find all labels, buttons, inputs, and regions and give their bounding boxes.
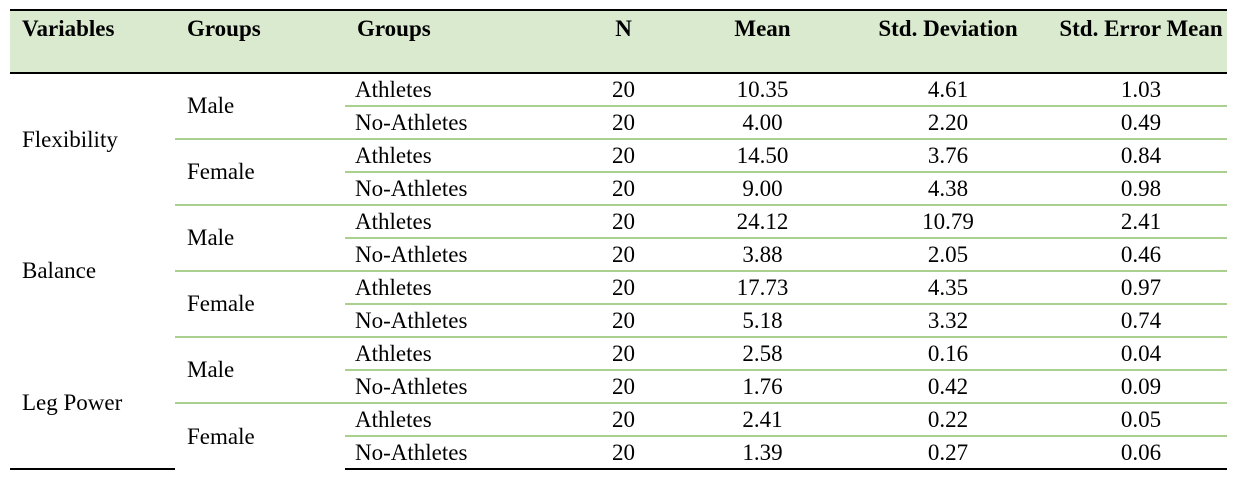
std-deviation-cell: 0.22 <box>841 403 1055 437</box>
athlete-group-cell: Athletes <box>345 73 563 107</box>
mean-cell: 2.58 <box>684 337 841 371</box>
std-deviation-cell: 10.79 <box>841 205 1055 239</box>
n-cell: 20 <box>563 172 684 206</box>
athlete-group-cell: Athletes <box>345 271 563 305</box>
mean-cell: 17.73 <box>684 271 841 305</box>
variable-cell: Leg Power <box>10 337 175 470</box>
athlete-group-cell: Athletes <box>345 205 563 239</box>
sex-group-cell: Female <box>175 271 345 338</box>
variable-cell: Balance <box>22 258 97 283</box>
mean-cell: 24.12 <box>684 205 841 239</box>
header-std-deviation: Std. Deviation <box>841 9 1055 74</box>
std-deviation-cell: 4.61 <box>841 73 1055 107</box>
mean-cell: 3.88 <box>684 238 841 272</box>
sex-group-cell: Male <box>175 337 345 404</box>
athlete-group-cell: No-Athletes <box>345 106 563 140</box>
std-error-mean-cell: 0.09 <box>1055 370 1227 404</box>
std-error-mean-cell: 0.84 <box>1055 139 1227 173</box>
table-row: Female Athletes 20 17.73 4.35 0.97 <box>10 271 1227 338</box>
std-deviation-cell: 2.20 <box>841 106 1055 140</box>
mean-cell: 2.41 <box>684 403 841 437</box>
athlete-group-cell: No-Athletes <box>345 436 563 470</box>
variable-cell: Flexibility <box>22 126 118 152</box>
table-row: No-Athletes 20 1.39 0.27 0.06 <box>10 436 1227 470</box>
header-variables: Variables <box>10 9 175 74</box>
athlete-group-cell: Athletes <box>345 139 563 173</box>
n-cell: 20 <box>563 271 684 305</box>
mean-cell: 9.00 <box>684 172 841 206</box>
mean-cell: 10.35 <box>684 73 841 107</box>
athlete-group-cell: No-Athletes <box>345 238 563 272</box>
header-n: N <box>563 9 684 74</box>
std-error-mean-cell: 0.05 <box>1055 403 1227 437</box>
std-deviation-cell: 4.35 <box>841 271 1055 305</box>
mean-cell: 14.50 <box>684 139 841 173</box>
n-cell: 20 <box>563 337 684 371</box>
table-row: No-Athletes 20 1.76 0.42 0.09 <box>10 370 1227 404</box>
std-error-mean-cell: 0.06 <box>1055 436 1227 470</box>
athlete-group-cell: No-Athletes <box>345 172 563 206</box>
table-body: Flexibility Male Athletes 20 10.35 4.61 1.03 No… <box>10 73 1227 470</box>
table-row: Flexibility Male Athletes 20 10.35 4.61 1.03 <box>10 73 1227 152</box>
mean-cell: 4.00 <box>684 106 841 140</box>
n-cell: 20 <box>563 139 684 173</box>
sex-group-cell: Female <box>187 423 255 449</box>
std-error-mean-cell: 0.74 <box>1055 304 1227 338</box>
std-error-mean-cell: 0.98 <box>1055 172 1227 206</box>
table-row: Female Athletes 20 2.41 0.22 0.05 <box>10 403 1227 449</box>
table-row: No-Athletes 20 5.18 3.32 0.74 <box>10 304 1227 338</box>
std-deviation-cell: 0.16 <box>841 337 1055 371</box>
athlete-group-cell: No-Athletes <box>345 370 563 404</box>
std-error-mean-cell: 0.97 <box>1055 271 1227 305</box>
std-error-mean-cell: 0.46 <box>1055 238 1227 272</box>
sex-group-cell: Female <box>175 139 345 206</box>
std-deviation-cell: 2.05 <box>841 238 1055 272</box>
header-groups-athlete: Groups <box>345 9 563 74</box>
n-cell: 20 <box>563 238 684 272</box>
table-row: No-Athletes 20 3.88 2.05 0.46 <box>10 238 1227 272</box>
athlete-group-cell: No-Athletes <box>345 304 563 338</box>
n-cell: 20 <box>563 304 684 338</box>
std-deviation-cell: 0.27 <box>841 436 1055 470</box>
std-error-mean-cell: 0.04 <box>1055 337 1227 371</box>
header-row: Variables Groups Groups N Mean Std. Devi… <box>10 9 1227 74</box>
std-error-mean-cell: 1.03 <box>1055 73 1227 107</box>
std-deviation-cell: 0.42 <box>841 370 1055 404</box>
table-row: Leg Power Male Athletes 20 2.58 0.16 0.04 <box>10 337 1227 470</box>
n-cell: 20 <box>563 106 684 140</box>
descriptive-statistics-table: Variables Groups Groups N Mean Std. Devi… <box>10 9 1227 470</box>
n-cell: 20 <box>563 73 684 107</box>
athlete-group-cell: Athletes <box>345 403 563 437</box>
n-cell: 20 <box>563 370 684 404</box>
sex-group-cell: Male <box>175 73 345 140</box>
std-deviation-cell: 3.32 <box>841 304 1055 338</box>
header-groups-sex: Groups <box>175 9 345 74</box>
mean-cell: 5.18 <box>684 304 841 338</box>
header-std-error-mean: Std. Error Mean <box>1055 9 1227 74</box>
n-cell: 20 <box>563 436 684 470</box>
table-row: No-Athletes 20 9.00 4.38 0.98 <box>10 172 1227 206</box>
std-deviation-cell: 3.76 <box>841 139 1055 173</box>
table-row: No-Athletes 20 4.00 2.20 0.49 <box>10 106 1227 140</box>
mean-cell: 1.39 <box>684 436 841 470</box>
n-cell: 20 <box>563 205 684 239</box>
athlete-group-cell: Athletes <box>345 337 563 371</box>
mean-cell: 1.76 <box>684 370 841 404</box>
n-cell: 20 <box>563 403 684 437</box>
header-mean: Mean <box>684 9 841 74</box>
std-error-mean-cell: 2.41 <box>1055 205 1227 239</box>
sex-group-cell: Male <box>175 205 345 272</box>
std-deviation-cell: 4.38 <box>841 172 1055 206</box>
table-row: Female Athletes 20 14.50 3.76 0.84 <box>10 139 1227 206</box>
std-error-mean-cell: 0.49 <box>1055 106 1227 140</box>
table-row: Balance Male Athletes 20 24.12 10.79 2.41 <box>10 205 1227 283</box>
